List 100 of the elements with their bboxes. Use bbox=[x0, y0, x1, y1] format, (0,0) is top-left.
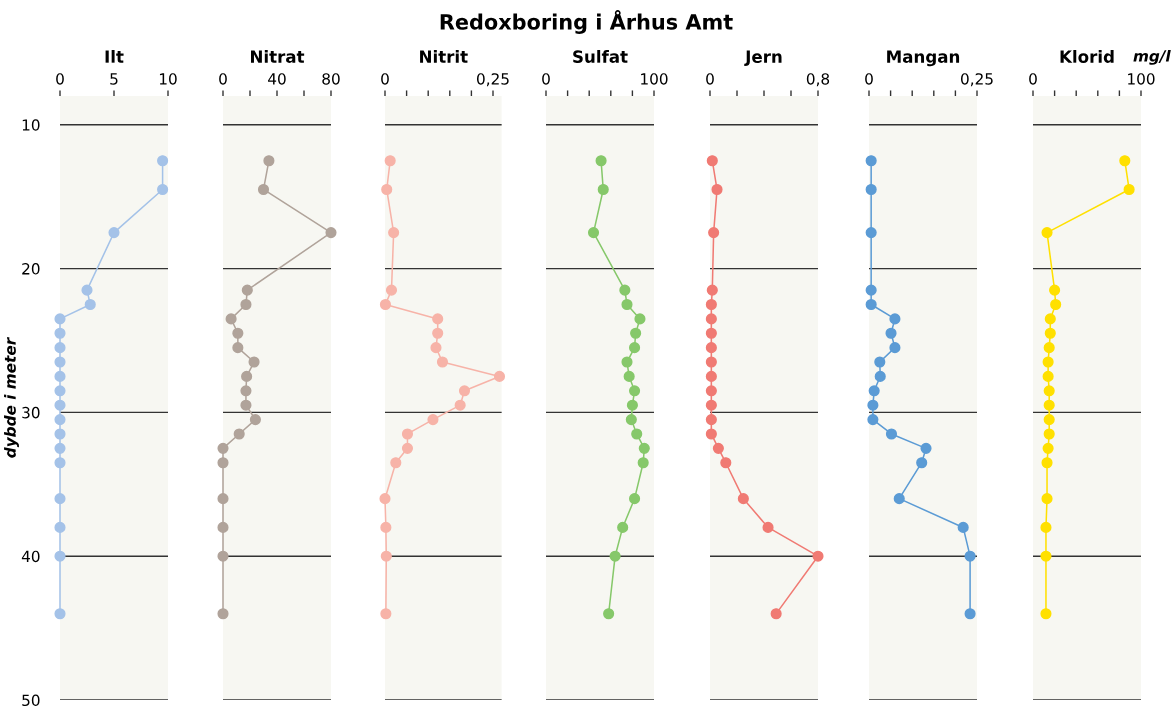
x-tick-label: 100 bbox=[1128, 73, 1155, 85]
point bbox=[249, 414, 261, 426]
point bbox=[1040, 608, 1052, 620]
chart-title: Ilt bbox=[105, 50, 124, 63]
point bbox=[619, 284, 631, 296]
chart-title: Nitrit bbox=[420, 50, 468, 63]
point bbox=[629, 493, 641, 505]
point bbox=[1050, 298, 1062, 311]
point bbox=[430, 342, 442, 354]
point bbox=[603, 608, 615, 620]
point bbox=[54, 327, 66, 339]
chart-title: Nitrat bbox=[251, 50, 305, 63]
point bbox=[432, 313, 444, 325]
point bbox=[865, 155, 877, 167]
y-tick-label: 40 bbox=[21, 550, 40, 563]
chart-title: Sulfat bbox=[573, 50, 628, 63]
point bbox=[1042, 356, 1054, 368]
y-tick-label: 10 bbox=[22, 119, 40, 131]
point bbox=[705, 342, 717, 354]
point bbox=[401, 442, 414, 454]
point bbox=[595, 155, 607, 167]
point bbox=[263, 155, 275, 167]
point bbox=[54, 370, 66, 382]
y-tick-label: 30 bbox=[22, 406, 40, 419]
point bbox=[634, 313, 646, 325]
x-tick-label: 80 bbox=[322, 73, 340, 85]
point bbox=[380, 550, 392, 562]
point bbox=[1044, 313, 1056, 325]
point bbox=[385, 284, 398, 296]
point bbox=[233, 428, 245, 440]
point bbox=[493, 370, 506, 382]
point bbox=[325, 227, 337, 239]
point bbox=[54, 399, 66, 411]
point bbox=[1041, 457, 1053, 469]
point bbox=[217, 608, 229, 620]
point bbox=[587, 227, 600, 239]
point bbox=[889, 313, 901, 325]
point bbox=[865, 298, 877, 311]
x-tick-label: 0 bbox=[542, 73, 550, 85]
x-tick-label: 0 bbox=[865, 73, 873, 85]
point bbox=[617, 521, 629, 533]
point bbox=[1041, 227, 1053, 239]
point bbox=[893, 493, 905, 505]
point bbox=[705, 399, 717, 411]
point bbox=[957, 521, 969, 533]
point bbox=[1043, 399, 1055, 411]
point bbox=[705, 414, 717, 426]
point bbox=[597, 183, 609, 196]
point bbox=[248, 356, 260, 368]
point bbox=[54, 428, 66, 440]
point bbox=[964, 550, 976, 562]
point bbox=[705, 428, 717, 440]
point bbox=[889, 342, 901, 354]
point bbox=[626, 399, 638, 411]
point bbox=[629, 342, 641, 354]
point bbox=[54, 342, 66, 354]
y-tick-label: 50 bbox=[22, 694, 40, 707]
point bbox=[257, 183, 270, 196]
point bbox=[379, 493, 391, 505]
point bbox=[54, 356, 66, 368]
point bbox=[54, 385, 66, 397]
point bbox=[868, 385, 880, 397]
chart-title: Klorid bbox=[1060, 50, 1114, 63]
point bbox=[241, 284, 253, 296]
point bbox=[54, 608, 66, 620]
x-axis-title: mg/l bbox=[1133, 49, 1171, 65]
point bbox=[637, 457, 649, 469]
chart-title: Jern bbox=[744, 50, 782, 66]
point bbox=[390, 457, 402, 469]
point bbox=[1040, 550, 1052, 562]
point bbox=[1043, 385, 1055, 397]
point bbox=[705, 370, 717, 382]
point bbox=[217, 521, 229, 533]
point bbox=[108, 227, 120, 239]
point bbox=[1049, 284, 1061, 296]
point bbox=[241, 370, 253, 382]
point bbox=[629, 385, 641, 397]
point bbox=[380, 608, 392, 620]
point bbox=[630, 327, 642, 339]
point bbox=[1119, 155, 1131, 167]
x-tick-label: 0 bbox=[1029, 73, 1037, 85]
point bbox=[1040, 521, 1052, 533]
point bbox=[720, 457, 732, 469]
point bbox=[874, 356, 886, 368]
point bbox=[737, 493, 749, 505]
point bbox=[240, 298, 252, 311]
y-tick-label: 20 bbox=[22, 263, 40, 275]
point bbox=[54, 493, 66, 505]
point bbox=[217, 550, 229, 562]
chart-title: Mangan bbox=[887, 50, 960, 67]
point bbox=[240, 399, 252, 411]
point bbox=[401, 428, 414, 440]
point bbox=[1043, 428, 1055, 440]
point bbox=[217, 457, 229, 469]
point bbox=[711, 183, 723, 196]
point bbox=[232, 342, 244, 354]
point bbox=[1043, 414, 1055, 426]
text: Redoxboring i Århus Amt bbox=[440, 10, 733, 34]
point bbox=[54, 457, 66, 469]
point bbox=[1042, 442, 1054, 454]
